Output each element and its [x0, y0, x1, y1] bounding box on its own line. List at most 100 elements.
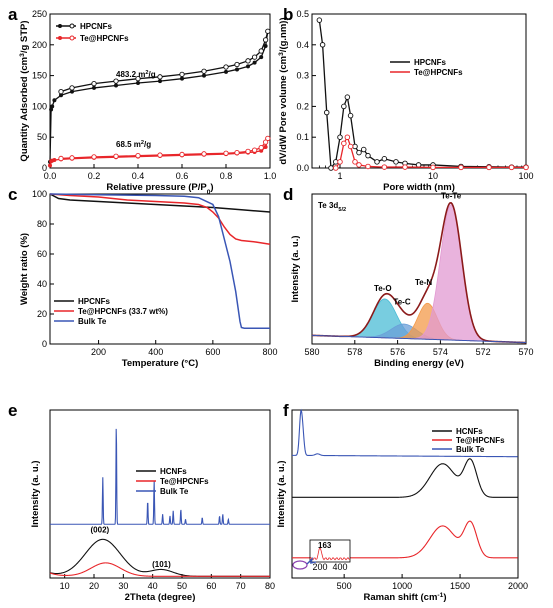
x-axis-label: Relative pressure (P/P0) — [106, 182, 213, 196]
data-point — [344, 94, 351, 100]
legend-marker — [58, 36, 62, 40]
x-tick-label: 500 — [337, 581, 352, 591]
data-point — [179, 71, 185, 78]
data-point — [58, 88, 64, 95]
panel-letter: d — [283, 185, 293, 204]
legend-label: Bulk Te — [456, 445, 485, 454]
x-tick-label: 30 — [118, 581, 128, 591]
data-point — [523, 164, 529, 171]
data-point — [323, 109, 330, 116]
y-tick-label: 200 — [32, 40, 47, 50]
peak-label: Te-O — [374, 284, 392, 293]
x-tick-label: 576 — [390, 347, 405, 357]
x-tick-label: 10 — [428, 171, 438, 181]
panel-letter: e — [8, 401, 17, 420]
data-point — [113, 153, 119, 159]
data-point — [179, 151, 185, 158]
y-axis-label: dV/dW Pore volume (cm3/(g.nm)) — [278, 17, 290, 164]
data-point — [393, 159, 399, 165]
series-line — [49, 562, 270, 577]
data-point — [246, 64, 250, 69]
y-tick-label: 150 — [32, 71, 47, 81]
data-point — [486, 164, 492, 171]
baseline-line — [311, 334, 527, 344]
data-point — [262, 37, 269, 43]
data-point — [48, 163, 52, 168]
data-point — [508, 164, 515, 171]
data-point — [70, 89, 74, 94]
y-axis-label: Intensity (a. u.) — [276, 460, 287, 527]
y-axis-label: Quantity Adsorbed (cm3/g STP) — [19, 20, 31, 161]
data-point — [58, 155, 64, 162]
data-point — [259, 55, 264, 60]
x-tick-label: 1 — [337, 171, 342, 181]
panel-d: 580 578 576 574 572 570 Binding energy (eV) Int… — [283, 185, 534, 369]
data-point — [251, 54, 258, 60]
data-point — [337, 159, 343, 165]
x-axis-label: Binding energy (eV) — [374, 358, 464, 369]
data-point — [332, 165, 339, 171]
data-point — [265, 28, 271, 34]
data-point — [265, 135, 271, 142]
panel-title: Te 3d5/2 — [318, 201, 346, 213]
y-axis-label: Weight ratio (%) — [19, 233, 30, 305]
x-tick-label: 80 — [265, 581, 275, 591]
y-tick-label: 0.4 — [296, 40, 309, 50]
data-point — [356, 149, 362, 156]
legend-label: Bulk Te — [160, 487, 189, 496]
legend-label: Te@HPCNFs — [414, 68, 463, 77]
x-tick-label: 1.0 — [264, 171, 277, 181]
data-point — [114, 83, 118, 88]
inset-marker-ellipse — [292, 560, 308, 570]
panel-letter: f — [283, 401, 289, 420]
data-point — [402, 164, 408, 170]
data-point — [341, 103, 347, 110]
x-tick-label: 400 — [148, 347, 163, 357]
x-tick-label: 10 — [60, 581, 70, 591]
data-point — [381, 156, 388, 162]
data-point — [91, 80, 97, 87]
panel-b: 1 10 100 0.0 0.1 0.2 0.3 0.4 0.5 Pore width (nm) d… — [278, 5, 534, 193]
x-tick-label: 60 — [206, 581, 216, 591]
x-tick-label: 572 — [476, 347, 491, 357]
series-line — [49, 31, 269, 162]
data-point — [381, 164, 388, 170]
data-point — [352, 143, 358, 150]
y-tick-label: 80 — [37, 219, 47, 229]
x-axis-label: Temperature (°C) — [122, 358, 198, 369]
annotation: (002) — [91, 526, 110, 535]
x-axis-label: Raman shift (cm-1) — [364, 592, 447, 604]
x-tick-label: 100 — [518, 171, 533, 181]
data-point — [258, 48, 264, 54]
panel-e: 10 20 30 40 50 60 70 80 2Theta (degree) Intensity… — [8, 401, 275, 603]
data-point — [341, 140, 347, 147]
inset-arrow — [306, 556, 317, 565]
legend-label: Te@HPCNFs — [80, 34, 129, 43]
data-point — [201, 68, 207, 74]
data-point — [223, 64, 229, 70]
legend-label: Te@HPCNFs — [160, 477, 209, 486]
x-tick-label: 570 — [518, 347, 533, 357]
data-point — [337, 134, 343, 140]
x-tick-label: 0.4 — [132, 171, 145, 181]
y-tick-label: 20 — [37, 309, 47, 319]
x-tick-label: 2000 — [508, 581, 528, 591]
data-point — [263, 145, 268, 150]
data-point — [347, 143, 354, 150]
y-tick-label: 100 — [32, 101, 47, 111]
series-line — [292, 458, 518, 498]
y-tick-label: 0.5 — [296, 9, 309, 19]
legend-label: HPCNFs — [80, 22, 113, 31]
data-point — [251, 147, 258, 153]
data-point — [458, 164, 464, 171]
data-point — [52, 98, 57, 103]
data-point — [352, 159, 358, 165]
legend-marker — [69, 23, 75, 29]
legend-label: Te@HPCNFs — [456, 436, 505, 445]
series-line — [292, 408, 518, 458]
plot-frame — [49, 13, 271, 169]
legend-label: HCNFs — [160, 467, 187, 476]
panel-f: 500 1000 1500 2000 Raman shift (cm-1) Intensi… — [276, 401, 528, 603]
data-point — [316, 17, 323, 23]
annotation: 68.5 m2/g — [116, 140, 151, 149]
